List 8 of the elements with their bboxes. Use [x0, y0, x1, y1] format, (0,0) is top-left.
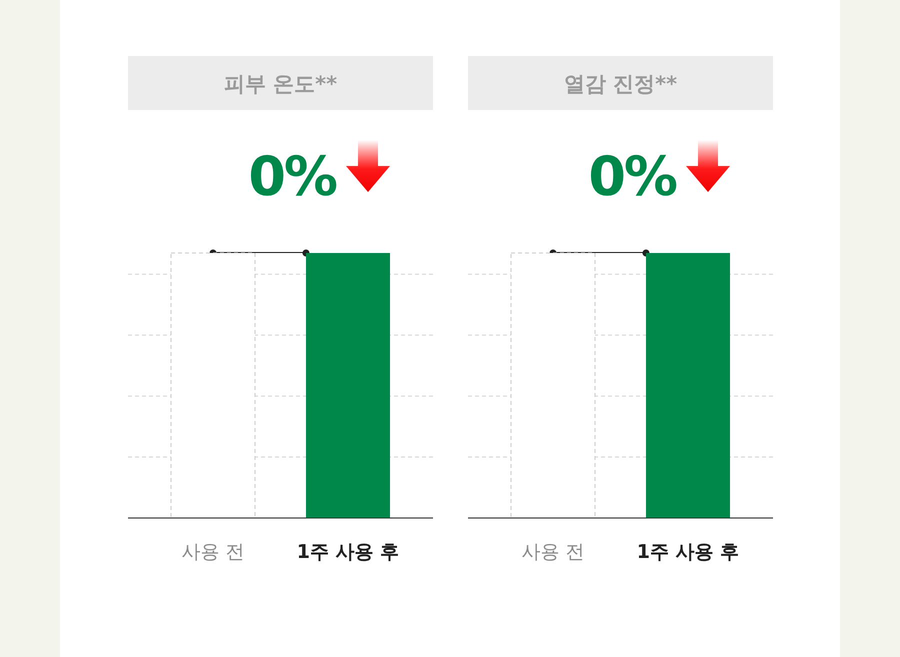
x-tick-label: 1주 사용 후 [296, 541, 400, 563]
x-tick-label: 1주 사용 후 [636, 541, 740, 563]
text: 0% [588, 145, 677, 208]
chart-title: 열감 진정** [564, 72, 678, 96]
x-tick-label: 사용 전 [521, 541, 585, 563]
text: 0% [248, 145, 337, 208]
x-tick-label: 사용 전 [181, 541, 245, 563]
chart-title: 피부 온도** [224, 72, 338, 96]
